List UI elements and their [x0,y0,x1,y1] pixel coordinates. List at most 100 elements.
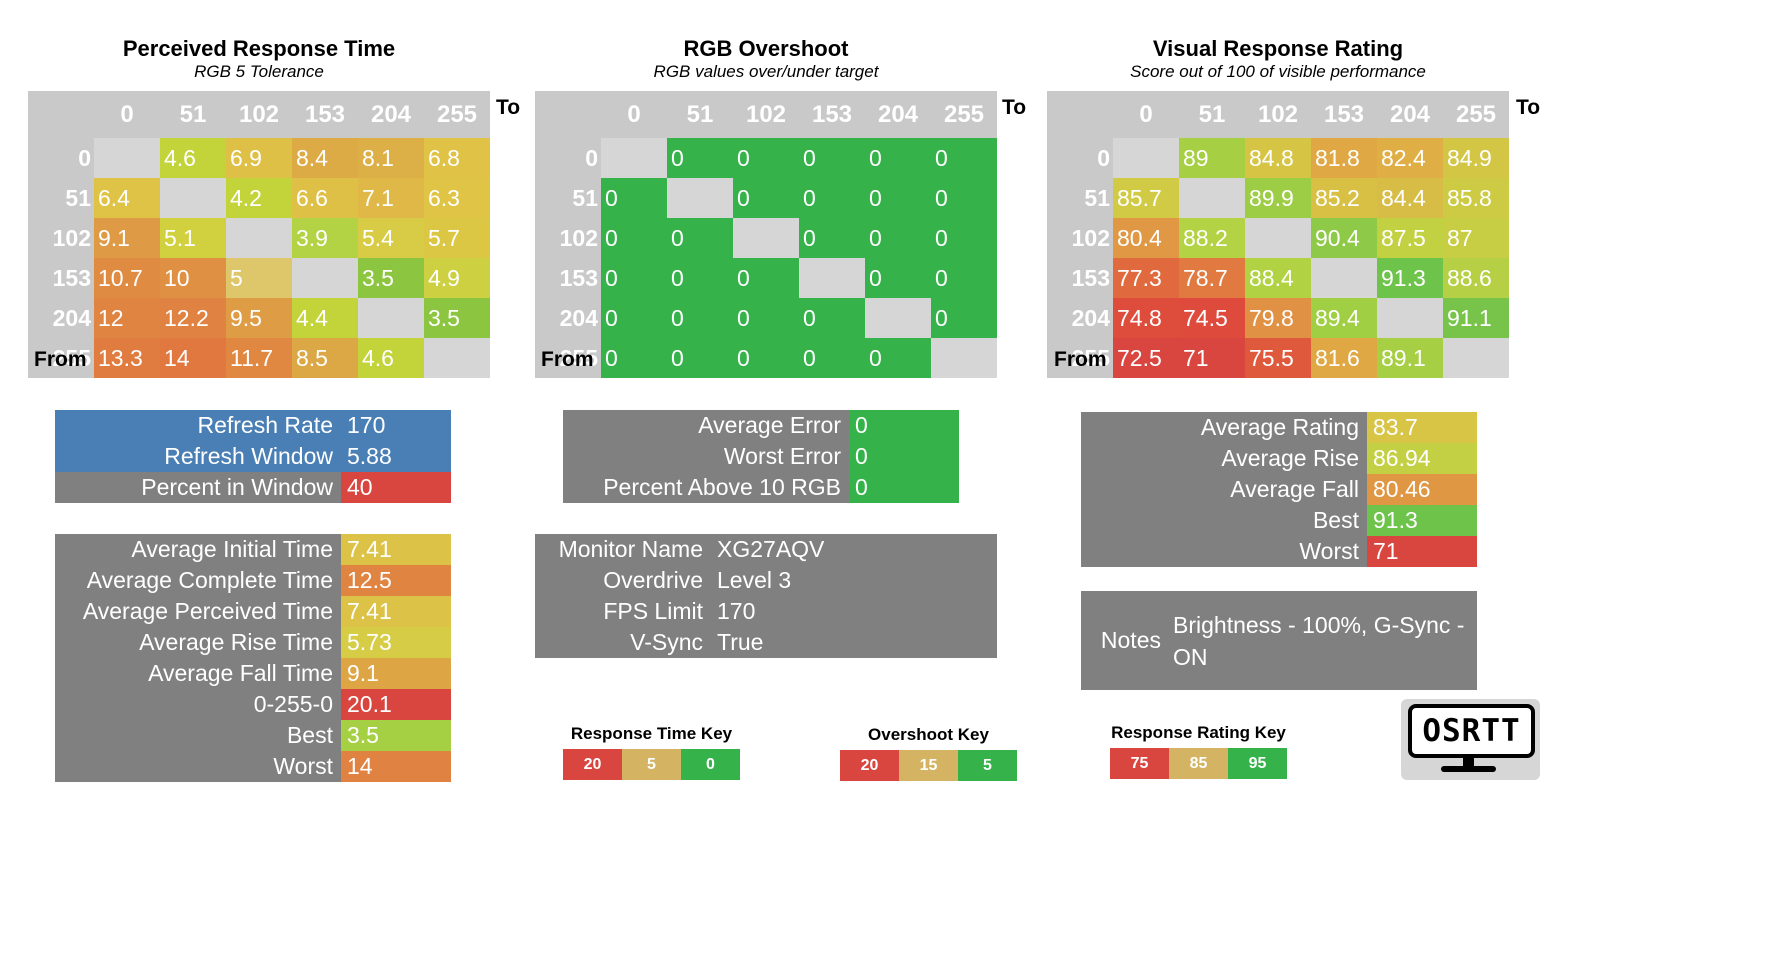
chart-title: RGB Overshoot [683,36,849,61]
panel-row-value: 86.94 [1367,443,1477,474]
panel-row-value: 5.73 [341,627,451,658]
heatmap-cell: 74.8 [1113,298,1179,338]
column-header: 0 [601,91,667,138]
panel-row-value: Level 3 [711,565,997,596]
heatmap-cell: 0 [667,298,733,338]
column-header: 0 [1113,91,1179,138]
overshoot-key: Overshoot Key 20 15 5 [840,725,1017,781]
key-swatch: 20 [563,749,622,780]
heatmap-overshoot-section: RGB Overshoot RGB values over/under targ… [535,36,997,82]
panel-row: Average Initial Time 7.41 [55,534,451,565]
column-header: 204 [1377,91,1443,138]
heatmap-cell: 0 [733,178,799,218]
row-header: 255 [28,338,94,378]
panel-row: Refresh Window 5.88 [55,441,451,472]
panel-row-label: 0-255-0 [55,689,341,720]
panel-row: Average Fall Time 9.1 [55,658,451,689]
panel-row-value: XG27AQV [711,534,997,565]
heatmap-cell: 90.4 [1311,218,1377,258]
panel-row-value: 40 [341,472,451,503]
key-title: Response Rating Key [1111,723,1286,742]
panel-row-label: Average Fall Time [55,658,341,689]
heatmap-row: 0 4.6 6.9 8.4 8.1 6.8 [28,138,490,178]
notes-value: Brightness - 100%, G-Sync - ON [1173,611,1465,670]
heatmap-cell: 6.4 [94,178,160,218]
heatmap-cell: 4.9 [424,258,490,298]
panel-row: Average Rating 83.7 [1081,412,1477,443]
heatmap-cell: 10.7 [94,258,160,298]
heatmap-corner [535,91,601,138]
heatmap-cell: 5 [226,258,292,298]
heatmap-cell: 5.4 [358,218,424,258]
panel-row-value: 3.5 [341,720,451,751]
heatmap-cell: 6.6 [292,178,358,218]
chart-title: Visual Response Rating [1152,36,1404,61]
panel-row-value: 9.1 [341,658,451,689]
panel-row-label: Worst [1081,536,1367,567]
heatmap-cell-empty [1311,258,1377,298]
heatmap-row: 204 74.8 74.5 79.8 89.4 91.1 [1047,298,1509,338]
heatmap-cell: 14 [160,338,226,378]
heatmap-cell: 0 [667,138,733,178]
column-header: 51 [667,91,733,138]
panel-row-label: Average Initial Time [55,534,341,565]
heatmap-cell: 84.8 [1245,138,1311,178]
monitor-icon [1463,758,1474,767]
row-header: 153 [28,258,94,298]
heatmap-cell: 3.5 [424,298,490,338]
heatmap-overshoot: 0 51 102 153 204 255 0 0 0 0 0 0 51 0 0 0 0 0 102 0 0 0 0 0 153 0… [535,91,997,378]
row-header: 102 [28,218,94,258]
heatmap-cell: 0 [931,138,997,178]
row-header: 204 [1047,298,1113,338]
row-header: 0 [1047,138,1113,178]
key-swatches: 20 5 0 [563,749,740,780]
heatmap-row: 204 12 12.2 9.5 4.4 3.5 [28,298,490,338]
heatmap-cell: 6.3 [424,178,490,218]
panel-row-value: 71 [1367,536,1477,567]
heatmap-cell: 0 [865,138,931,178]
heatmap-cell: 81.8 [1311,138,1377,178]
panel-row-label: Average Complete Time [55,565,341,596]
column-header: 255 [424,91,490,138]
heatmap-row: 51 85.7 89.9 85.2 84.4 85.8 [1047,178,1509,218]
column-header: 0 [94,91,160,138]
panel-row-value: 170 [341,410,451,441]
refresh-summary-panel: Refresh Rate 170 Refresh Window 5.88 Percent… [55,410,451,503]
heatmap-row: 0 89 84.8 81.8 82.4 84.9 [1047,138,1509,178]
heatmap-cell-empty [733,218,799,258]
panel-row-label: Average Fall [1081,474,1367,505]
heatmap-cell: 9.1 [94,218,160,258]
panel-row: V-Sync True [535,627,997,658]
panel-row-label: Best [55,720,341,751]
chart-subtitle: RGB values over/under target [653,62,879,81]
heatmap-cell: 81.6 [1311,338,1377,378]
heatmap-cell: 0 [601,178,667,218]
key-swatches: 20 15 5 [840,750,1017,781]
panel-row-label: Percent Above 10 RGB [563,472,849,503]
panel-row-value: 7.41 [341,596,451,627]
panel-row-label: Average Perceived Time [55,596,341,627]
panel-row-label: Refresh Window [55,441,341,472]
y-axis-label: From [541,348,594,371]
heatmap-cell-empty [358,298,424,338]
column-header: 153 [292,91,358,138]
column-header: 255 [1443,91,1509,138]
heatmap-cell: 0 [931,258,997,298]
notes-panel: Notes Brightness - 100%, G-Sync - ON [1081,591,1477,690]
monitor-info-panel: Monitor Name XG27AQV Overdrive Level 3 FPS L… [535,534,997,658]
heatmap-row: 102 9.1 5.1 3.9 5.4 5.7 [28,218,490,258]
heatmap-cell: 88.4 [1245,258,1311,298]
logo-text: OSRTT [1408,704,1535,758]
panel-row: Monitor Name XG27AQV [535,534,997,565]
heatmap-rating-section: Visual Response Rating Score out of 100 … [1047,36,1509,82]
heatmap-cell-empty [94,138,160,178]
heatmap-row: 255 13.3 14 11.7 8.5 4.6 [28,338,490,378]
heatmap-cell-empty [424,338,490,378]
heatmap-cell: 87 [1443,218,1509,258]
column-header: 153 [1311,91,1377,138]
heatmap-cell-empty [226,218,292,258]
heatmap-cell: 89 [1179,138,1245,178]
panel-row: Average Rise 86.94 [1081,443,1477,474]
chart-subtitle: RGB 5 Tolerance [194,62,324,81]
